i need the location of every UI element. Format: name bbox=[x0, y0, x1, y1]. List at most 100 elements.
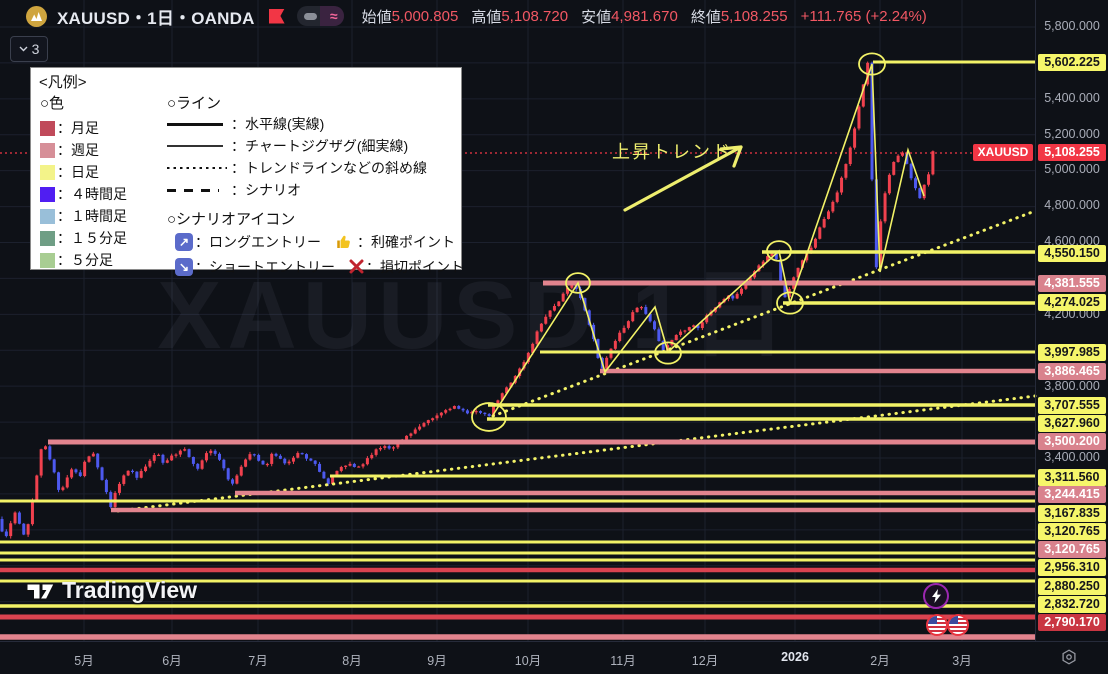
legend-color-label: ：４時間足 bbox=[57, 186, 127, 202]
time-axis-label: 2026 bbox=[781, 650, 809, 664]
oanda-logo-icon bbox=[26, 5, 47, 27]
close-label: 終値 bbox=[690, 8, 721, 26]
color-swatch bbox=[40, 230, 55, 246]
price-level-badge: 3,997.985 bbox=[1038, 343, 1106, 361]
legend-color-item: ：５分足 bbox=[40, 249, 127, 271]
color-swatch bbox=[40, 252, 55, 268]
color-swatch bbox=[40, 164, 55, 180]
legend-color-item: ：１時間足 bbox=[40, 205, 127, 227]
price-axis-label: 3,800.000 bbox=[1044, 379, 1100, 393]
legend-color-label: ：日足 bbox=[57, 164, 99, 180]
legend-scenario-row: ↗ ：ロングエントリー ：利確ポイント bbox=[167, 229, 457, 254]
price-level-badge: 3,244.415 bbox=[1038, 485, 1106, 503]
price-axis-label: 4,800.000 bbox=[1044, 198, 1100, 212]
price-level-badge: 4,381.555 bbox=[1038, 274, 1106, 292]
lightning-reaction-icon[interactable] bbox=[923, 583, 949, 609]
legend-title: <凡例> bbox=[39, 74, 87, 91]
time-axis[interactable]: 5月 6月 7月 8月 9月 10月 11月 12月 2026 2月 3月 bbox=[0, 641, 1108, 674]
time-axis-label: 5月 bbox=[74, 654, 94, 668]
price-level-badge: 2,880.250 bbox=[1038, 577, 1106, 595]
price-level-badge: 3,500.200 bbox=[1038, 432, 1106, 450]
us-flag-icon[interactable] bbox=[926, 614, 948, 636]
legend-scenario-label: ：損切ポイント bbox=[366, 258, 464, 275]
ohlc-toggle-pill[interactable]: ≈ bbox=[296, 6, 344, 26]
legend-line-item: ：チャートジグザグ(細実線) bbox=[167, 135, 457, 157]
legend-line-label: ：チャートジグザグ(細実線) bbox=[231, 138, 409, 154]
object-tree-count-button[interactable]: 3 bbox=[10, 36, 48, 62]
symbol-title[interactable]: XAUUSD・1日・OANDA bbox=[57, 8, 255, 28]
time-axis-label: 8月 bbox=[342, 654, 362, 668]
price-level-badge: 3,120.765 bbox=[1038, 540, 1106, 558]
legend-line-label: ：トレンドラインなどの斜め線 bbox=[231, 160, 427, 176]
time-axis-label: 3月 bbox=[952, 654, 972, 668]
chevron-down-icon bbox=[19, 46, 28, 52]
price-axis-label: 5,000.000 bbox=[1044, 162, 1100, 176]
low-label: 安値 bbox=[581, 8, 612, 26]
price-axis-label: 5,200.000 bbox=[1044, 127, 1100, 141]
color-swatch bbox=[40, 120, 55, 136]
legend-line-item: ：水平線(実線) bbox=[167, 113, 457, 135]
zigzag-line[interactable] bbox=[492, 63, 925, 416]
price-level-badge: 4,550.150 bbox=[1038, 244, 1106, 262]
legend-scenario-row: ↘ ：ショートエントリー ：損切ポイント bbox=[167, 254, 464, 279]
high-value: 5,108.720 bbox=[501, 7, 569, 25]
time-axis-label: 10月 bbox=[514, 654, 542, 668]
legend-color-label: ：月足 bbox=[57, 120, 99, 136]
legend-scenario-label: ：ロングエントリー bbox=[195, 233, 321, 250]
change-value: +111.765 (+2.24%) bbox=[800, 7, 927, 25]
line-sample-dashed-icon bbox=[167, 188, 219, 192]
time-axis-label: 12月 bbox=[691, 654, 719, 668]
legend-line-item: ：トレンドラインなどの斜め線 bbox=[167, 157, 457, 179]
time-axis-label: 11月 bbox=[610, 654, 636, 668]
legend-line-label: ：水平線(実線) bbox=[231, 116, 325, 132]
stop-loss-icon bbox=[349, 258, 364, 276]
trend-annotation-text: 上昇トレンド bbox=[612, 142, 732, 162]
current-price-badge: 5,108.255 bbox=[1038, 143, 1106, 161]
legend-scenario-label: ：ショートエントリー bbox=[195, 258, 335, 275]
price-axis-label: 3,400.000 bbox=[1044, 450, 1100, 464]
price-level-badge: 3,627.960 bbox=[1038, 414, 1106, 432]
legend-line-header: ○ライン bbox=[167, 95, 222, 112]
legend-color-item: ：日足 bbox=[40, 161, 127, 183]
price-level-badge: 2,790.170 bbox=[1038, 613, 1106, 631]
price-axis-label: 5,400.000 bbox=[1044, 91, 1100, 105]
line-sample-dotted-icon bbox=[167, 167, 227, 169]
legend-color-header: ○色 bbox=[40, 95, 65, 112]
toggle-dot-icon bbox=[303, 12, 317, 20]
axis-settings-gear-icon[interactable] bbox=[1060, 648, 1078, 666]
price-level-badge: 2,956.310 bbox=[1038, 558, 1106, 576]
ohlc-readout: 始値 5,000.805 高値 5,108.720 安値 4,981.670 終値 5,… bbox=[362, 6, 927, 27]
price-level-badge: 4,274.025 bbox=[1038, 293, 1106, 311]
legend-color-item: ：週足 bbox=[40, 139, 127, 161]
time-axis-label: 9月 bbox=[427, 654, 447, 668]
levels-layer[interactable] bbox=[0, 60, 1035, 640]
high-label: 高値 bbox=[471, 8, 502, 26]
us-flag-icon[interactable] bbox=[947, 614, 969, 636]
legend-line-label: ：シナリオ bbox=[231, 182, 301, 198]
color-swatch bbox=[40, 186, 55, 202]
legend-color-label: ：１時間足 bbox=[57, 208, 127, 224]
price-level-badge: 3,167.835 bbox=[1038, 504, 1106, 522]
price-level-badge: 3,886.465 bbox=[1038, 362, 1106, 380]
current-price-symbol-badge: XAUUSD bbox=[973, 144, 1033, 161]
legend-scenario-header: ○シナリオアイコン bbox=[167, 210, 296, 228]
time-axis-label: 6月 bbox=[162, 654, 182, 668]
symbol-header-bar: XAUUSD・1日・OANDA ≈ 始値 5,000.805 高値 5,108.72… bbox=[26, 4, 927, 28]
take-profit-icon bbox=[335, 233, 355, 251]
approx-icon: ≈ bbox=[329, 8, 338, 24]
legend-color-label: ：１５分足 bbox=[57, 230, 127, 246]
legend-color-label: ：週足 bbox=[57, 142, 99, 158]
price-axis[interactable]: 5,800.000 5,400.000 5,200.000 5,000.000 4,80… bbox=[1035, 0, 1108, 641]
tradingview-logo[interactable]: TradingView bbox=[26, 577, 197, 604]
close-value: 5,108.255 bbox=[720, 7, 788, 25]
legend-box: <凡例> ○色 ：月足 ：週足 ：日足 ：４時間足 ：１時間足 ：１５分足 ：５分足 ○ライ… bbox=[30, 67, 464, 276]
legend-color-item: ：４時間足 bbox=[40, 183, 127, 205]
price-level-badge: 3,311.560 bbox=[1038, 468, 1106, 486]
legend-color-item: ：月足 bbox=[40, 117, 127, 139]
flag-icon[interactable] bbox=[268, 8, 285, 24]
color-swatch bbox=[40, 208, 55, 224]
legend-color-label: ：５分足 bbox=[57, 252, 113, 268]
long-entry-icon: ↗ bbox=[175, 232, 193, 251]
